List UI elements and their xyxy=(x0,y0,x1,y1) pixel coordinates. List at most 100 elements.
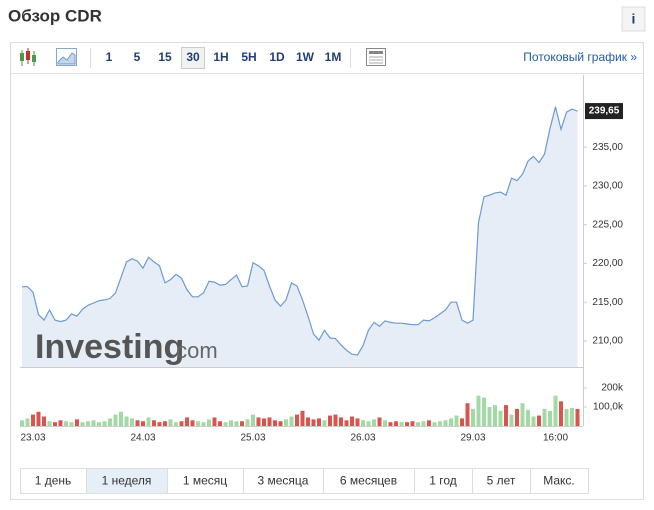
stream-chart-link[interactable]: Потоковый график » xyxy=(523,50,637,64)
volume-bar xyxy=(355,418,360,426)
volume-bar xyxy=(86,421,90,426)
volume-bar xyxy=(212,417,217,426)
volume-bar xyxy=(284,419,288,426)
volume-bar xyxy=(372,419,376,426)
range-button-bg[interactable] xyxy=(530,468,589,494)
range-button[interactable]: 6 месяцев xyxy=(340,474,397,488)
info-button[interactable] xyxy=(621,6,646,32)
volume-bar xyxy=(344,420,349,426)
volume-bar xyxy=(388,422,393,426)
range-button-bg[interactable] xyxy=(243,468,324,494)
interval-button[interactable]: 30 xyxy=(186,50,200,64)
volume-bar xyxy=(218,421,222,426)
area-icon[interactable] xyxy=(56,48,77,66)
volume-bar xyxy=(399,422,404,426)
volume-bar xyxy=(421,421,426,426)
volume-bar xyxy=(300,410,305,426)
interval-active[interactable] xyxy=(181,47,205,69)
volume-bar xyxy=(42,416,46,426)
interval-button[interactable]: 5H xyxy=(241,50,256,64)
volume-bar xyxy=(493,405,497,426)
range-button-bg[interactable] xyxy=(414,468,473,494)
volume-bar xyxy=(36,411,41,426)
range-button[interactable]: 1 год xyxy=(429,474,457,488)
volume-bar xyxy=(119,411,123,426)
volume-bar xyxy=(564,408,569,426)
volume-bar xyxy=(509,414,514,426)
volume-bar xyxy=(366,421,371,426)
x-tick-label: 24.03 xyxy=(130,433,155,444)
volume-bar xyxy=(124,416,129,426)
volume-bar xyxy=(306,417,310,426)
volume-bar xyxy=(504,405,508,426)
layout-icon[interactable] xyxy=(366,48,386,66)
volume-bar xyxy=(559,401,563,426)
volume-bar xyxy=(25,418,30,426)
last-price-label: 239,65 xyxy=(589,106,620,117)
volume-bar xyxy=(229,420,233,426)
x-tick-label: 23.03 xyxy=(20,433,45,444)
volume-bar xyxy=(75,419,79,426)
last-price-box xyxy=(585,103,623,120)
y-tick-label: 230,00 xyxy=(592,181,623,192)
volume-bar xyxy=(31,414,35,426)
volume-bar xyxy=(322,420,327,426)
volume-bar xyxy=(405,422,409,426)
volume-bar xyxy=(553,395,558,426)
interval-button[interactable]: 1D xyxy=(269,50,285,64)
range-button-bg[interactable] xyxy=(86,468,168,494)
volume-bar xyxy=(515,408,519,426)
volume-bar xyxy=(207,419,211,426)
volume-bar xyxy=(328,415,332,426)
volume-bar xyxy=(537,415,541,426)
range-button[interactable]: 3 месяца xyxy=(258,474,309,488)
volume-bar xyxy=(383,420,387,426)
volume-bar xyxy=(333,414,338,426)
volume-bar xyxy=(256,417,261,426)
volume-bar xyxy=(53,422,57,426)
range-button[interactable]: 1 неделя xyxy=(102,474,152,488)
interval-button[interactable]: 1 xyxy=(106,50,113,64)
volume-bar xyxy=(394,421,398,426)
volume-bar xyxy=(498,410,503,426)
volume-bar xyxy=(196,421,200,426)
volume-bar xyxy=(449,418,453,426)
range-button-bg[interactable] xyxy=(472,468,531,494)
volume-bar xyxy=(482,397,486,426)
volume-bar xyxy=(168,419,173,426)
volume-bar xyxy=(135,420,140,426)
volume-bar xyxy=(289,416,294,426)
range-button[interactable]: 1 месяц xyxy=(183,474,227,488)
interval-button[interactable]: 1M xyxy=(325,50,342,64)
volume-bar xyxy=(130,418,134,426)
range-button[interactable]: Макс. xyxy=(543,474,575,488)
volume-bar xyxy=(410,421,415,426)
candle-icon[interactable] xyxy=(20,48,36,66)
range-button[interactable]: 1 день xyxy=(35,474,72,488)
volume-bar xyxy=(234,421,239,426)
volume-bar xyxy=(531,416,536,426)
volume-bar xyxy=(438,421,442,426)
y-tick-label: 215,00 xyxy=(592,297,623,308)
volume-bar xyxy=(454,415,459,426)
interval-button[interactable]: 5 xyxy=(134,50,141,64)
interval-button[interactable]: 1W xyxy=(296,50,315,64)
y-tick-label: 220,00 xyxy=(592,258,623,269)
range-button-bg[interactable] xyxy=(20,468,87,494)
volume-bar xyxy=(339,417,343,426)
volume-tick-label: 200k xyxy=(601,383,624,394)
volume-bar xyxy=(69,422,74,426)
volume-bar xyxy=(570,407,574,426)
volume-bar xyxy=(141,421,145,426)
x-tick-label: 16:00 xyxy=(543,433,568,444)
interval-button[interactable]: 15 xyxy=(158,50,172,64)
range-button-bg[interactable] xyxy=(323,468,415,494)
volume-bar xyxy=(432,422,437,426)
volume-bar xyxy=(58,420,63,426)
volume-bar xyxy=(97,422,101,426)
range-button[interactable]: 5 лет xyxy=(487,474,516,488)
volume-bar xyxy=(542,408,547,426)
volume-bar xyxy=(108,418,112,426)
interval-button[interactable]: 1H xyxy=(213,50,228,64)
volume-bar xyxy=(361,420,365,426)
